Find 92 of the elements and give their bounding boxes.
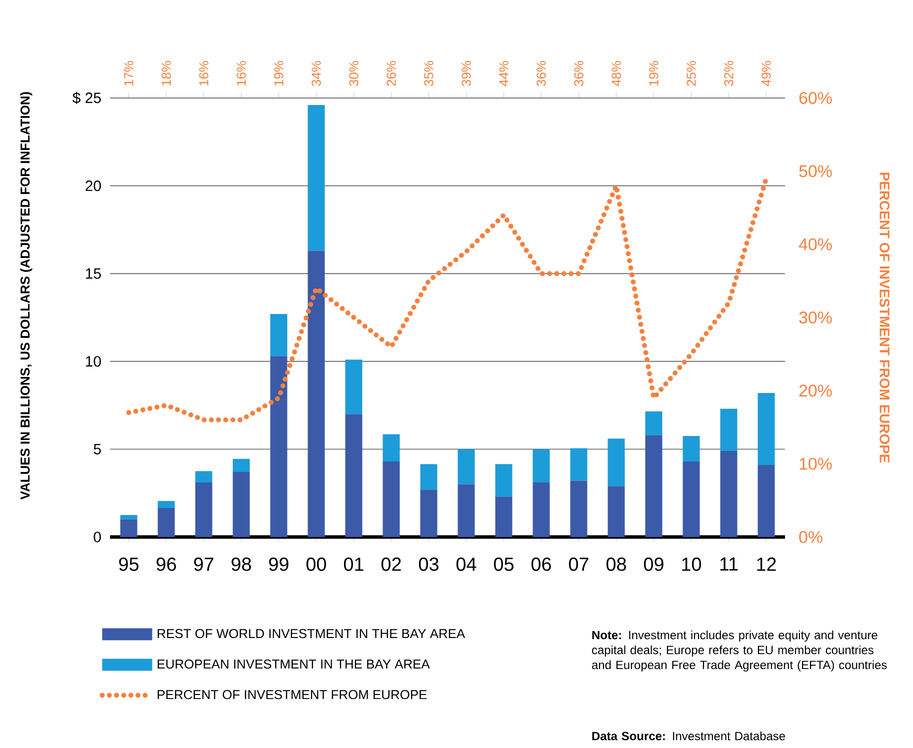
y2-tick-label: 0% [799,530,822,543]
x-tick-label: 01 [344,558,364,571]
data-label: 32% [724,61,734,86]
bar [382,434,400,462]
bar [158,508,175,537]
y-tick-label: $ 25 [72,92,101,104]
y2-tick-label: 50% [799,165,832,178]
text: Data Source: Investment Database [592,732,785,740]
x-tick-label: 03 [418,558,438,571]
y2-tick-label: 30% [799,311,832,324]
data-label: 36% [574,61,584,86]
bar [158,500,175,508]
y-tick-label: 15 [86,268,101,279]
bar [195,482,212,537]
legend-label: PERCENT OF INVESTMENT FROM EUROPE [158,690,427,700]
bar [645,411,662,436]
bar [232,458,250,472]
x-tick-label: 98 [232,558,251,571]
x-tick-label: 08 [606,558,626,571]
x-tick-label: 12 [757,558,776,571]
y2-tick-label: 20% [799,384,832,397]
bar [532,482,550,537]
x-tick-label: 05 [494,558,514,571]
data-label: 19% [274,61,284,86]
bar [195,471,212,483]
data-label: 34% [312,61,321,86]
x-tick-label: 02 [381,558,401,571]
data-label: 19% [649,61,658,86]
bar [608,486,625,537]
bar [458,484,475,537]
bar [682,436,700,462]
text: Note: Investment includes private equity and venture capital deals; Europe refers to EU member countries and European Free Trade Agreement (EFTA) countries [592,630,887,672]
x-tick-label: 00 [306,558,326,571]
x-tick-label: 10 [682,558,702,571]
bar [120,519,138,537]
bar [682,461,700,537]
bar [232,472,250,537]
x-tick-label: 11 [720,558,738,571]
y-tick-label: 10 [86,356,101,367]
x-tick-label: 99 [269,558,288,571]
bar [345,414,362,537]
legend-label: REST OF WORLD INVESTMENT IN THE BAY AREA [158,628,466,638]
bar [645,435,662,537]
data-label: 39% [462,61,471,86]
y2-axis-title: PERCENT OF INVESTMENT FROM EUROPE [880,172,890,463]
bar [270,314,288,356]
x-tick-label: 97 [194,558,214,571]
bar [758,392,775,465]
bar [758,464,775,537]
bar [570,448,588,481]
data-label: 44% [499,61,508,86]
x-tick-label: 95 [119,558,138,571]
x-tick-label: 06 [531,558,551,571]
bar [420,464,438,490]
bar [420,490,438,537]
data-label: 48% [612,61,621,86]
y2-tick-label: 40% [798,238,832,250]
bar [382,461,400,537]
data-label: 26% [386,61,396,86]
bar [308,250,325,537]
bar [345,360,362,414]
data-label: 35% [424,61,434,86]
data-label: 25% [686,61,696,86]
x-tick-label: 07 [568,558,588,571]
bar [458,449,475,484]
bar [720,450,738,537]
bar [270,356,288,537]
data-label: 18% [162,61,171,86]
data-label: 30% [349,61,358,86]
bar [570,480,588,537]
data-label: 16% [236,61,246,86]
legend-label: EUROPEAN INVESTMENT IN THE BAY AREA [158,659,430,669]
data-label: 36% [536,61,546,86]
bar [120,515,138,520]
x-tick-label: 96 [156,558,176,571]
bar [532,449,550,483]
data-label: 49% [762,61,771,86]
bar [308,105,325,251]
y2-tick-label: 60% [799,92,832,104]
y2-tick-label: 10% [800,458,832,470]
x-tick-label: 04 [456,558,476,571]
bar [495,464,512,497]
x-tick-label: 09 [644,558,664,571]
y-axis-title: VALUES IN BILLIONS, US DOLLARS (ADJUSTED FOR INFLATION) [20,92,32,500]
bar [495,496,512,537]
bar [720,408,738,451]
data-label: 16% [199,61,208,86]
y-tick-label: 0 [94,532,101,542]
data-label: 17% [124,61,134,86]
y-tick-label: 5 [94,444,101,454]
y-tick-label: 20 [86,180,101,192]
bar [608,438,625,486]
